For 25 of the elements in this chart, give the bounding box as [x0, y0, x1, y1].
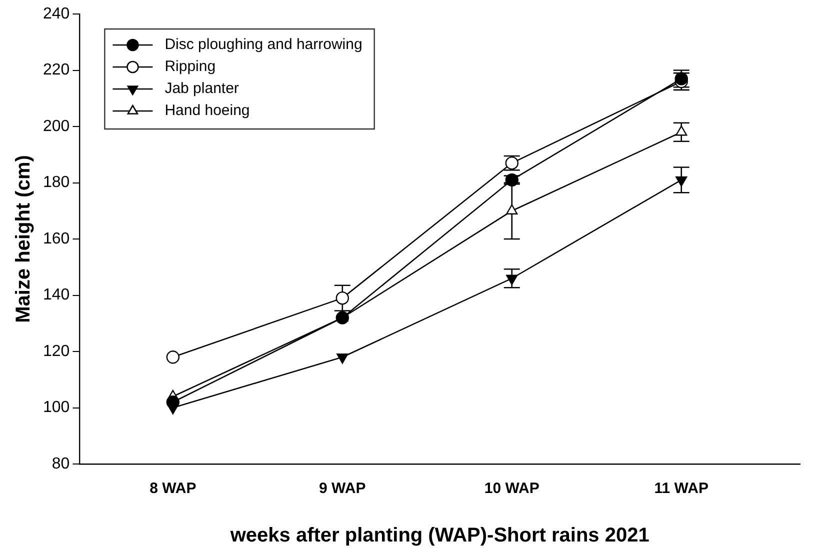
y-tick-label: 200	[42, 118, 70, 135]
point	[166, 396, 180, 409]
x-tick-label: 8 WAP	[150, 480, 196, 498]
legend-label: Ripping	[164, 58, 216, 76]
legend-label: Hand hoeing	[164, 102, 250, 120]
y-tick-label: 140	[42, 286, 70, 304]
x-tick-label: 11 WAP	[654, 480, 708, 498]
y-tick-label: 100	[42, 399, 70, 416]
point	[336, 354, 348, 364]
y-tick-label: 160	[42, 230, 70, 248]
y-axis-title: Maize height (cm)	[12, 155, 35, 323]
x-tick-label: 9 WAP	[319, 480, 366, 498]
point	[506, 274, 518, 285]
legend-label: Jab planter	[164, 80, 239, 98]
y-tick-label: 120	[42, 342, 70, 360]
point	[676, 126, 688, 136]
legend-label: Disc ploughing and harrowing	[164, 36, 362, 54]
point	[505, 173, 518, 187]
x-axis-title: weeks after planting (WAP)-Short rains 2021	[229, 524, 650, 547]
y-tick-label: 80	[52, 455, 70, 472]
y-tick-label: 240	[42, 5, 70, 22]
x-tick-label: 10 WAP	[484, 480, 540, 498]
y-tick-label: 180	[42, 174, 70, 192]
y-tick-label: 220	[42, 62, 70, 79]
point	[336, 311, 349, 324]
